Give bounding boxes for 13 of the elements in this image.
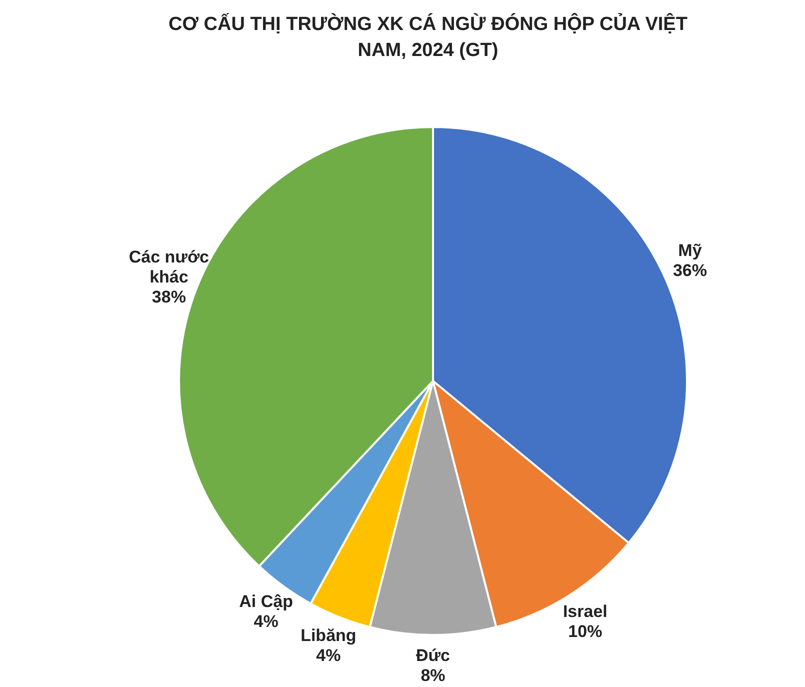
- data-label: 10%: [568, 621, 602, 640]
- slice-label: Mỹ: [678, 240, 702, 260]
- slice-label: Các nước khác: [128, 246, 210, 286]
- chart-title: CƠ CẤU THỊ TRƯỜNG XK CÁ NGỪ ĐÓNG HỘP CỦA VIỆT NAM, 2024 (GT): [168, 12, 688, 63]
- data-label: 4%: [316, 646, 341, 665]
- slice-label: Ai Cập: [239, 591, 293, 610]
- slice-label: Đức: [416, 646, 450, 664]
- data-label: 8%: [420, 666, 446, 684]
- data-label: 36%: [672, 260, 707, 280]
- slice-label: Israel: [562, 601, 608, 620]
- slice-label: Libăng: [300, 626, 356, 645]
- data-label: 4%: [254, 611, 278, 630]
- data-label: 38%: [152, 286, 186, 306]
